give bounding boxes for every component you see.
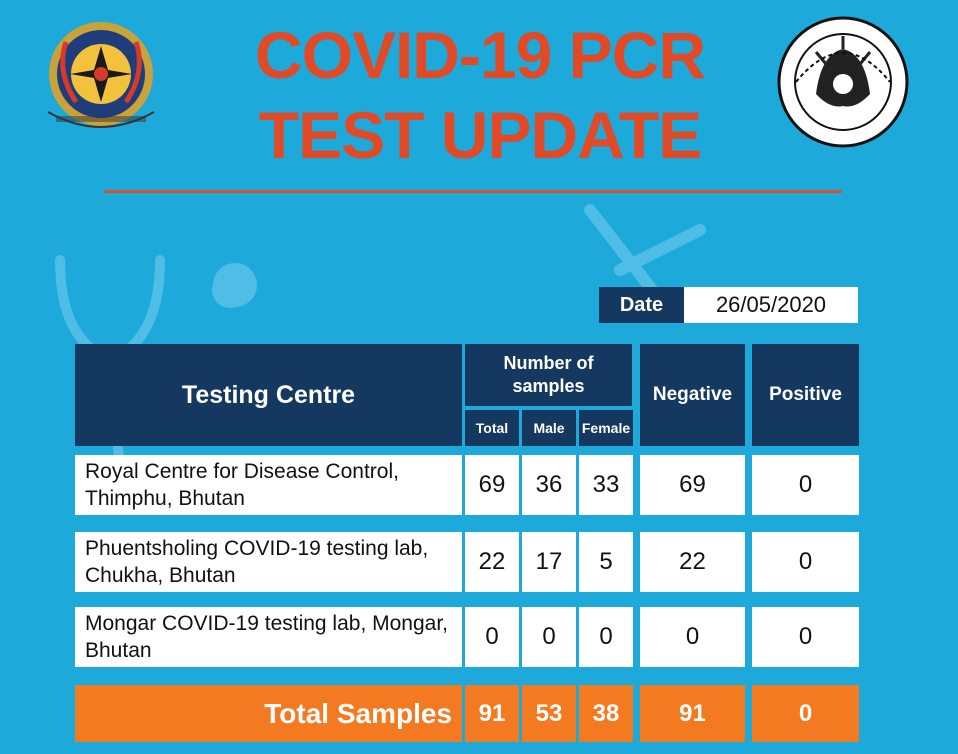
row-2-male: 17 — [522, 532, 576, 592]
row-2-female: 5 — [579, 532, 633, 592]
page-title-line1: COVID-19 PCR — [254, 18, 706, 92]
totals-label: Total Samples — [75, 685, 462, 742]
title-divider — [104, 190, 842, 193]
row-1-centre: Royal Centre for Disease Control, Thimph… — [75, 455, 462, 515]
totals-female: 38 — [579, 685, 633, 742]
row-2-centre: Phuentsholing COVID-19 testing lab, Chuk… — [75, 532, 462, 592]
syringe-icon — [584, 204, 706, 306]
row-2-total: 22 — [465, 532, 519, 592]
row-2-negative: 22 — [640, 532, 745, 592]
row-3-centre: Mongar COVID-19 testing lab, Mongar, Bhu… — [75, 607, 462, 667]
royal-emblem-icon — [47, 22, 155, 128]
totals-positive: 0 — [752, 685, 859, 742]
header-number-of-samples: Number of samples — [465, 344, 632, 406]
totals-total: 91 — [465, 685, 519, 742]
page-title-line2: TEST UPDATE — [258, 98, 702, 172]
row-3-negative: 0 — [640, 607, 745, 667]
row-3-total: 0 — [465, 607, 519, 667]
totals-male: 53 — [522, 685, 576, 742]
header-female: Female — [579, 410, 633, 446]
row-1-male: 36 — [522, 455, 576, 515]
row-2-positive: 0 — [752, 532, 859, 592]
totals-negative: 91 — [640, 685, 745, 742]
row-3-positive: 0 — [752, 607, 859, 667]
header-male: Male — [522, 410, 576, 446]
date-label: Date — [599, 287, 684, 323]
header-negative: Negative — [640, 344, 745, 446]
row-1-female: 33 — [579, 455, 633, 515]
date-value: 26/05/2020 — [684, 287, 858, 323]
header-positive: Positive — [752, 344, 859, 446]
health-ministry-seal-icon — [777, 16, 909, 148]
row-1-positive: 0 — [752, 455, 859, 515]
header-total: Total — [465, 410, 519, 446]
row-3-male: 0 — [522, 607, 576, 667]
header-testing-centre: Testing Centre — [75, 344, 462, 446]
row-1-negative: 69 — [640, 455, 745, 515]
row-3-female: 0 — [579, 607, 633, 667]
row-1-total: 69 — [465, 455, 519, 515]
